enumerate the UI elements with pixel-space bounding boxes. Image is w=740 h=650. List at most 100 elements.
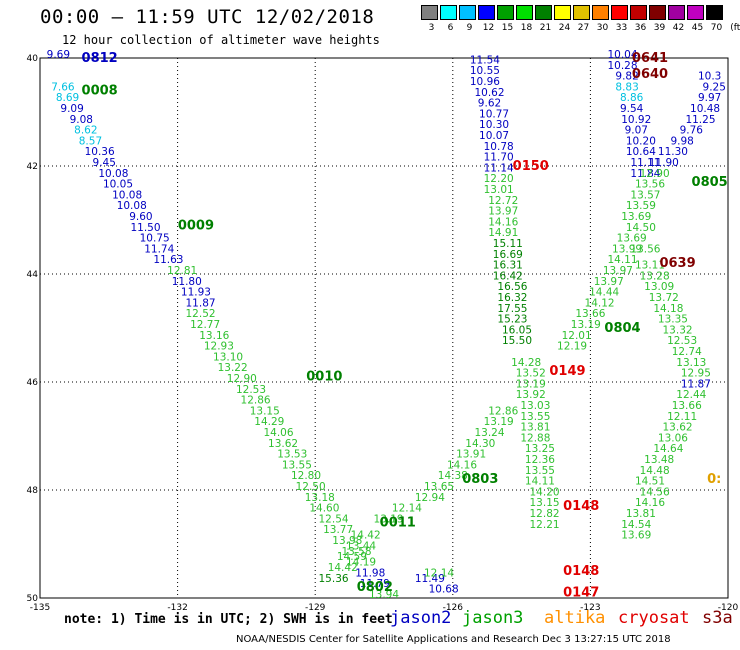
wave-height-value: 16.32 xyxy=(497,292,527,304)
wave-height-value: 12.90 xyxy=(640,168,670,180)
wave-height-value: 12.95 xyxy=(681,368,711,380)
color-scale-swatch xyxy=(478,5,495,20)
color-scale-swatch xyxy=(459,5,476,20)
wave-height-value: 12.52 xyxy=(186,308,216,320)
wave-height-value: 12.88 xyxy=(520,432,550,444)
wave-height-value: 10.55 xyxy=(470,65,500,77)
wave-height-value: 13.19 xyxy=(374,513,404,525)
wave-height-value: 10.36 xyxy=(85,146,115,158)
wave-height-value: 14.18 xyxy=(653,303,683,315)
wave-height-value: 14.51 xyxy=(635,476,665,488)
lon-tick-label: -132 xyxy=(167,603,187,613)
wave-height-value: 13.01 xyxy=(484,184,514,196)
wave-height-value: 12.14 xyxy=(392,503,422,515)
wave-height-value: 14.54 xyxy=(621,519,651,531)
pass-time-label: 0010 xyxy=(306,370,342,385)
lat-tick-label: 50 xyxy=(27,594,39,604)
wave-height-value: 13.66 xyxy=(575,308,605,320)
color-scale-swatch xyxy=(668,5,685,20)
lat-tick-label: 46 xyxy=(27,378,39,388)
wave-height-value: 14.38 xyxy=(438,470,468,482)
color-scale-swatch xyxy=(649,5,666,20)
wave-height-value: 13.81 xyxy=(520,422,550,434)
wave-height-value: 11.80 xyxy=(172,276,202,288)
wave-height-value: 8.69 xyxy=(56,92,79,104)
color-scale-label: 36 xyxy=(634,23,647,33)
wave-height-value: 14.64 xyxy=(653,443,683,455)
wave-height-value: 10.64 xyxy=(626,146,656,158)
pass-time-label: 0011 xyxy=(380,515,416,530)
footer-credit: NOAA/NESDIS Center for Satellite Applica… xyxy=(236,634,671,645)
wave-height-value: 12.77 xyxy=(190,319,220,331)
pass-time-label: 0150 xyxy=(513,159,549,174)
wave-height-value: 13.57 xyxy=(630,189,660,201)
wave-height-value: 12.50 xyxy=(296,481,326,493)
wave-height-value: 13.55 xyxy=(525,465,555,477)
wave-height-value: 13.06 xyxy=(658,432,688,444)
wave-height-value: 13.52 xyxy=(516,368,546,380)
wave-height-value: 16.31 xyxy=(493,260,523,272)
wave-height-value: 12.21 xyxy=(530,519,560,531)
wave-height-value: 11.30 xyxy=(658,146,688,158)
map-frame xyxy=(39,57,729,599)
wave-height-value: 12.19 xyxy=(557,341,587,353)
color-scale-label: 70 xyxy=(710,23,723,33)
wave-height-value: 13.09 xyxy=(644,281,674,293)
wave-height-value: 9.09 xyxy=(60,103,83,115)
wave-height-value: 13.94 xyxy=(369,589,399,601)
lon-tick-label: -123 xyxy=(580,603,600,613)
lon-tick-label: -129 xyxy=(305,603,326,613)
wave-height-value: 12.53 xyxy=(667,335,697,347)
wave-height-value: 12.53 xyxy=(236,384,266,396)
wave-height-value: 10.05 xyxy=(103,179,133,191)
mission-label-cryosat: cryosat xyxy=(618,608,690,628)
wave-height-value: 10.08 xyxy=(117,200,147,212)
wave-height-value: 13.13 xyxy=(676,357,706,369)
wave-height-value: 9.54 xyxy=(620,103,644,115)
wave-height-value: 14.28 xyxy=(511,357,541,369)
color-scale-label: 3 xyxy=(428,23,435,33)
wave-height-value: 11.98 xyxy=(355,567,385,579)
wave-height-value: 13.97 xyxy=(603,265,633,277)
wave-height-value: 13.97 xyxy=(488,206,518,218)
color-scale-label: 15 xyxy=(501,23,514,33)
pass-time-label: 0803 xyxy=(462,472,498,487)
wave-height-value: 9.08 xyxy=(70,114,93,126)
wave-height-value: 8.83 xyxy=(615,81,638,93)
wave-height-value: 14.60 xyxy=(309,503,339,515)
wave-height-value: 10.92 xyxy=(621,114,651,126)
wave-height-value: 13.24 xyxy=(474,427,504,439)
wave-height-value: 13.81 xyxy=(626,508,656,520)
wave-height-value: 12.74 xyxy=(672,346,702,358)
color-scale-swatch xyxy=(421,5,438,20)
lat-tick-label: 48 xyxy=(27,486,39,496)
wave-height-value: 13.65 xyxy=(424,481,454,493)
wave-height-value: 13.58 xyxy=(341,546,371,558)
color-scale-label: 6 xyxy=(447,23,454,33)
mission-label-altika: altika xyxy=(544,608,606,628)
wave-height-value: 14.16 xyxy=(635,497,665,509)
wave-height-value: 11.87 xyxy=(186,297,216,309)
wave-height-value: 14.19 xyxy=(346,557,376,569)
wave-height-value: 12.36 xyxy=(525,454,555,466)
wave-height-value: 9.82 xyxy=(615,71,638,83)
wave-height-value: 14.48 xyxy=(640,465,670,477)
color-scale-swatch xyxy=(706,5,723,20)
wave-height-value: 12.81 xyxy=(167,265,197,277)
color-scale-label: 24 xyxy=(558,23,571,33)
wave-height-value: 13.19 xyxy=(571,319,601,331)
wave-height-value: 11.63 xyxy=(153,254,183,266)
wave-height-value: 8.62 xyxy=(74,125,97,137)
pass-time-label: 0639 xyxy=(659,256,695,271)
color-scale-label: 12 xyxy=(482,23,495,33)
page-title: 00:00 – 11:59 UTC 12/02/2018 xyxy=(40,6,375,28)
wave-height-value: 11.90 xyxy=(649,157,679,169)
wave-height-value: 14.50 xyxy=(626,222,656,234)
wave-height-value: 13.11 xyxy=(635,260,665,272)
wave-height-value: 13.48 xyxy=(644,454,674,466)
wave-height-value: 13.22 xyxy=(218,362,248,374)
color-scale-swatch xyxy=(611,5,628,20)
pass-time-label: 0802 xyxy=(357,580,393,595)
wave-height-value: 10.78 xyxy=(484,141,514,153)
color-scale-swatch xyxy=(535,5,552,20)
